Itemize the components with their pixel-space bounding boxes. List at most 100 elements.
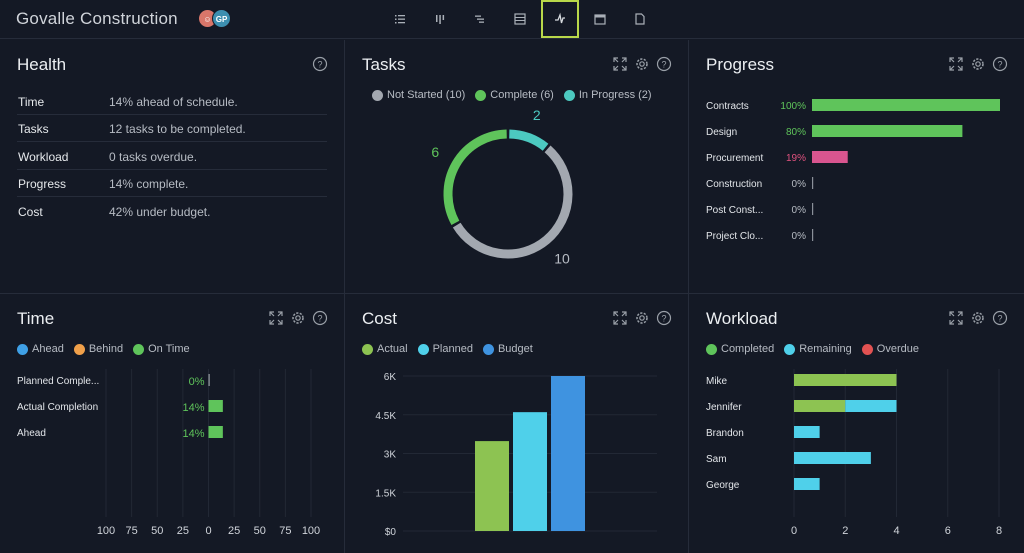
legend-item[interactable]: Completed [706, 343, 774, 355]
help-icon[interactable]: ? [312, 310, 328, 326]
workload-person-label: Mike [706, 376, 728, 387]
expand-icon[interactable] [948, 56, 964, 72]
donut-segment[interactable] [452, 145, 573, 259]
progress-category-label: Project Clo... [706, 231, 763, 242]
board-icon [436, 15, 445, 24]
health-label: Workload [18, 150, 69, 164]
workload-remaining-bar[interactable] [794, 426, 820, 438]
legend-item[interactable]: Overdue [861, 343, 919, 355]
donut-value-label: 2 [533, 107, 541, 123]
time-value-label: 14% [182, 428, 204, 440]
cost-bar-chart: $0 1.5K 3K 4.5K 6K [375, 372, 657, 538]
workload-bar-chart: 0 2 4 6 8 Mike Jennifer Brandon Sam George [706, 369, 1002, 537]
gear-icon[interactable] [290, 310, 306, 326]
legend-item[interactable]: Complete (6) [475, 89, 554, 101]
legend-item[interactable]: Behind [73, 343, 123, 355]
workload-panel: Workload ? Completed Remaining Overdue 0… [689, 294, 1024, 553]
legend-item[interactable]: Planned [417, 343, 473, 355]
user-avatar-2[interactable]: GP [212, 9, 231, 28]
gear-icon[interactable] [970, 56, 986, 72]
list-view-button[interactable] [381, 0, 419, 38]
workload-completed-bar[interactable] [794, 400, 846, 412]
x-tick-label: 4 [893, 525, 899, 537]
legend-item[interactable]: Budget [482, 343, 533, 355]
tasks-panel: Tasks ? Not Started (10) Complete (6) In… [345, 40, 689, 294]
workload-remaining-bar[interactable] [845, 400, 897, 412]
progress-bar[interactable] [812, 203, 814, 215]
gear-icon[interactable] [634, 310, 650, 326]
help-icon[interactable]: ? [656, 310, 672, 326]
workload-remaining-bar[interactable] [794, 478, 820, 490]
progress-category-label: Post Const... [706, 205, 763, 216]
health-value: 0 tasks overdue. [109, 150, 198, 164]
time-title: Time [17, 309, 55, 328]
progress-category-label: Procurement [706, 153, 763, 164]
document-view-button[interactable] [621, 0, 659, 38]
donut-segment[interactable] [509, 129, 549, 151]
time-value-label: 14% [182, 402, 204, 414]
legend-item[interactable]: Remaining [784, 343, 852, 355]
svg-text:?: ? [661, 60, 666, 70]
legend-item[interactable]: Actual [362, 343, 408, 355]
health-label: Tasks [18, 122, 49, 136]
calendar-view-button[interactable] [581, 0, 619, 38]
tasks-legend: Not Started (10) Complete (6) In Progres… [372, 89, 652, 101]
legend-label: Planned [432, 343, 473, 355]
time-value-label: 0% [189, 376, 205, 388]
legend-item[interactable]: Not Started (10) [372, 89, 465, 101]
progress-bar[interactable] [812, 151, 848, 163]
progress-value-label: 0% [792, 179, 807, 190]
health-row: Cost 42% under budget. [17, 198, 327, 225]
sheet-view-button[interactable] [501, 0, 539, 38]
cost-bar[interactable] [551, 376, 585, 531]
cost-bar[interactable] [513, 412, 547, 531]
x-tick-label: 0 [791, 525, 797, 537]
time-bar[interactable] [208, 374, 210, 386]
workload-remaining-bar[interactable] [794, 452, 871, 464]
help-icon[interactable]: ? [312, 56, 328, 72]
progress-bar-chart: Contracts 100% Design 80% Procurement 19% Cons… [706, 99, 1000, 242]
progress-value-label: 80% [786, 127, 806, 138]
legend-item[interactable]: In Progress (2) [563, 89, 652, 101]
legend-item[interactable]: Ahead [17, 343, 64, 355]
expand-icon[interactable] [948, 310, 964, 326]
legend-dot [706, 343, 717, 355]
progress-panel: Progress ? Contracts 100% Design 80% Procure… [689, 40, 1024, 294]
legend-dot [362, 343, 373, 355]
legend-label: Ahead [32, 343, 64, 355]
health-value: 12 tasks to be completed. [109, 122, 246, 136]
expand-icon[interactable] [612, 56, 628, 72]
progress-bar[interactable] [812, 177, 814, 189]
x-tick-label: 25 [177, 525, 189, 537]
progress-bar[interactable] [812, 99, 1000, 111]
workload-completed-bar[interactable] [794, 374, 897, 386]
gantt-icon [475, 15, 484, 23]
gear-icon[interactable] [970, 310, 986, 326]
legend-dot [482, 343, 494, 355]
progress-value-label: 19% [786, 153, 806, 164]
legend-dot [475, 89, 487, 101]
help-icon[interactable]: ? [992, 310, 1008, 326]
gear-icon[interactable] [634, 56, 650, 72]
time-bar[interactable] [208, 426, 223, 438]
gantt-view-button[interactable] [461, 0, 499, 38]
legend-dot [861, 343, 873, 355]
board-view-button[interactable] [421, 0, 459, 38]
progress-bar[interactable] [812, 229, 814, 241]
cost-bar[interactable] [475, 441, 509, 531]
sheet-icon [514, 13, 526, 25]
help-icon[interactable]: ? [992, 56, 1008, 72]
y-tick-label: 1.5K [375, 488, 396, 499]
help-icon[interactable]: ? [656, 56, 672, 72]
legend-item[interactable]: On Time [133, 343, 190, 355]
expand-icon[interactable] [612, 310, 628, 326]
legend-label: Not Started (10) [387, 89, 466, 101]
expand-icon[interactable] [268, 310, 284, 326]
dashboard-view-button[interactable] [541, 0, 579, 38]
legend-dot [563, 89, 575, 101]
progress-category-label: Contracts [706, 101, 749, 112]
progress-bar[interactable] [812, 125, 963, 137]
time-bar[interactable] [208, 400, 223, 412]
donut-segment[interactable] [443, 129, 507, 226]
project-title[interactable]: Govalle Construction [16, 9, 178, 28]
